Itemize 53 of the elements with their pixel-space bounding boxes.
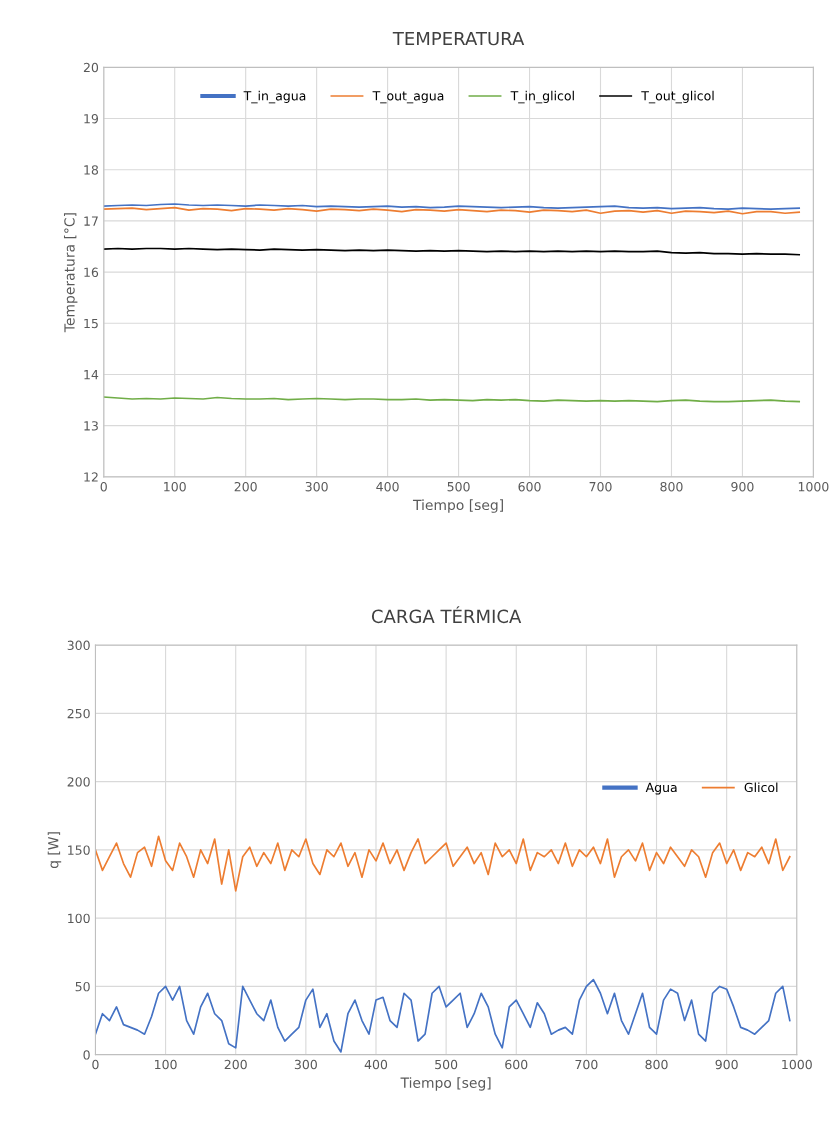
y-axis-title: Temperatura [°C] (63, 213, 78, 333)
x-tick-label: 1000 (798, 481, 829, 492)
x-tick-label: 300 (294, 1059, 317, 1070)
y-tick-label: 12 (84, 472, 98, 482)
y-tick-label: 19 (84, 113, 99, 124)
y-tick-label: 16 (84, 267, 99, 278)
legend-label: T_out_glicol (641, 90, 714, 104)
y-tick-label: 15 (84, 318, 98, 329)
line-series (103, 247, 801, 256)
x-tick-label: 100 (164, 481, 186, 492)
line-series (103, 206, 801, 215)
x-tick-label: 700 (575, 1059, 598, 1070)
legend-label: Agua (645, 782, 677, 795)
x-tick-label: 600 (505, 1059, 528, 1070)
x-tick-label: 400 (364, 1059, 388, 1070)
x-tick-label: 900 (731, 481, 754, 492)
chart-title: CARGA TÉRMICA (371, 606, 522, 624)
x-tick-label: 0 (100, 481, 107, 492)
x-tick-label: 300 (305, 481, 328, 492)
legend-label: T_in_agua (243, 90, 306, 104)
x-tick-label: 800 (660, 481, 683, 492)
x-tick-label: 1000 (782, 1059, 812, 1070)
y-tick-label: 17 (84, 216, 98, 226)
line-series (95, 835, 791, 892)
y-tick-label: 50 (75, 981, 90, 992)
y-tick-label: 200 (67, 777, 90, 787)
x-axis-title: Tiempo [seg] (400, 1077, 491, 1091)
y-tick-label: 300 (67, 640, 90, 651)
x-tick-label: 100 (155, 1059, 177, 1070)
x-tick-label: 400 (376, 481, 399, 492)
y-tick-label: 150 (68, 845, 90, 855)
y-tick-label: 20 (83, 62, 99, 73)
legend-label: T_in_glicol (510, 90, 574, 104)
x-tick-label: 200 (234, 481, 257, 492)
y-tick-label: 0 (83, 1050, 90, 1060)
y-tick-label: 100 (68, 913, 90, 924)
x-tick-label: 200 (224, 1059, 247, 1070)
y-tick-label: 250 (67, 708, 90, 719)
x-axis-title: Tiempo [seg] (412, 499, 503, 513)
x-tick-label: 500 (435, 1059, 458, 1070)
x-tick-label: 600 (518, 481, 541, 492)
y-axis-title: q [W] (47, 832, 62, 869)
x-tick-label: 700 (589, 481, 612, 492)
x-tick-label: 900 (715, 1059, 738, 1070)
line-series (95, 978, 791, 1053)
chart-title: TEMPERATURA (392, 31, 525, 46)
x-tick-label: 500 (447, 481, 470, 492)
y-tick-label: 13 (84, 421, 98, 431)
y-tick-label: 18 (84, 165, 99, 175)
y-tick-label: 14 (84, 370, 99, 380)
x-tick-label: 800 (645, 1059, 668, 1070)
legend-label: Glicol (744, 782, 778, 793)
legend-label: T_out_agua (372, 91, 444, 104)
